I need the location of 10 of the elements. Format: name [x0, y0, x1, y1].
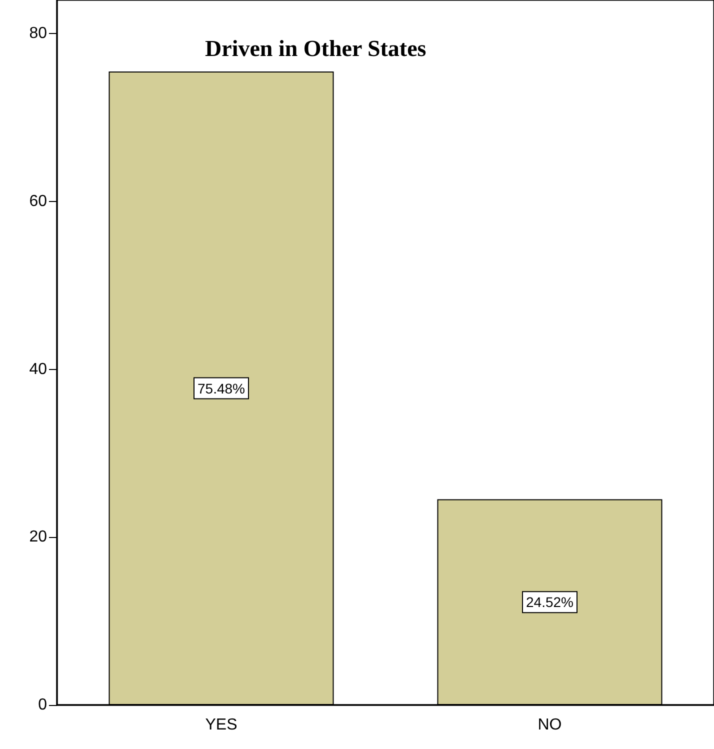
y-tick-label: 20 [29, 528, 48, 546]
data-label: 75.48% [198, 380, 245, 396]
x-tick-label: NO [538, 716, 562, 734]
data-label: 24.52% [526, 594, 574, 610]
text: Driven in Other States [205, 36, 426, 61]
y-tick-label: 0 [38, 696, 48, 714]
y-tick-label: 40 [29, 360, 48, 378]
x-tick-label: YES [205, 716, 238, 734]
y-tick-label: 60 [29, 192, 48, 210]
y-tick-label: 80 [29, 25, 48, 42]
